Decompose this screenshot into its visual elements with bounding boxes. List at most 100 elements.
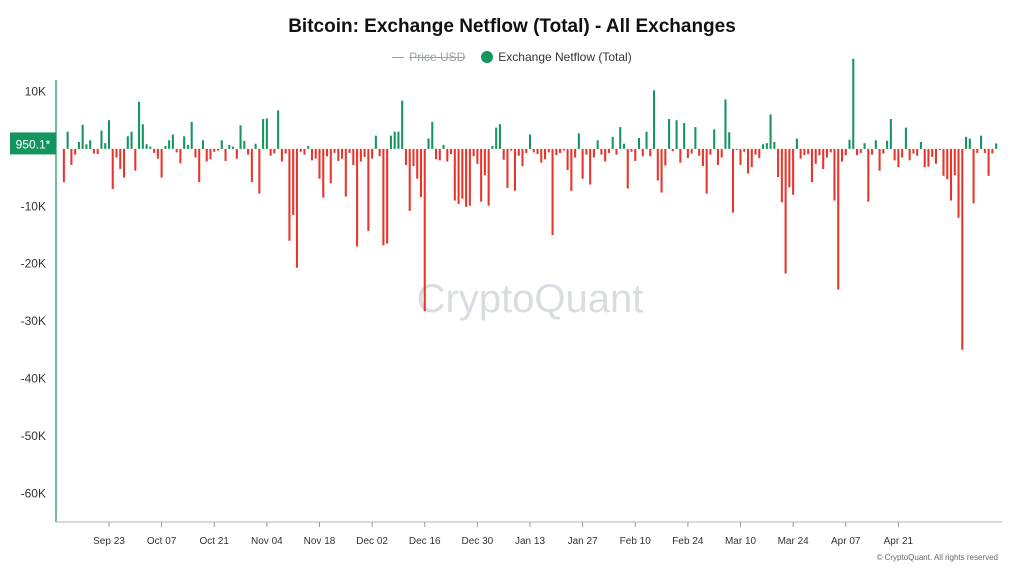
bar [216,148,220,151]
bar [942,148,945,176]
bar [179,148,182,164]
bar [450,148,453,155]
bar [536,148,539,155]
bar [446,148,449,162]
bar [303,148,306,155]
bar [472,148,475,157]
bar [322,148,325,198]
bar [310,148,314,161]
bar [664,148,667,166]
bar [649,148,652,157]
y-tick-label: -40K [21,371,46,385]
bar [995,143,998,149]
legend-item-price[interactable]: Price USD [392,50,465,64]
bar [810,148,813,183]
bar [149,146,152,149]
bar [807,148,810,155]
bar [931,148,934,157]
x-tick-label: Mar 24 [778,536,810,547]
bar [615,148,618,155]
bar [329,148,332,184]
bar [532,148,535,153]
bar [976,148,979,153]
bar [780,148,783,203]
bar [186,144,189,149]
x-tick-label: Dec 02 [356,536,388,547]
bar [130,131,133,149]
y-tick-label: -50K [21,429,46,443]
bar [190,121,193,149]
legend-item-netflow[interactable]: Exchange Netflow (Total) [481,50,632,64]
bar [299,148,302,152]
bar [232,146,235,149]
bar [461,148,464,199]
bar [408,148,411,211]
bar [863,143,866,149]
current-value-label: 950.1* [16,137,51,151]
bar [559,148,562,153]
line-marker-icon [392,56,405,58]
bar [934,148,938,164]
bar [423,148,426,312]
bar [871,148,874,155]
bar [735,148,738,151]
watermark: CryptoQuant [417,277,644,321]
bar [825,148,828,158]
bar [404,148,407,165]
bar [416,148,419,179]
bar [201,140,204,149]
bar [641,148,644,157]
bar [168,140,171,149]
bar [92,148,95,154]
x-tick-label: Feb 24 [672,536,704,547]
bar [626,148,629,189]
bar [889,119,892,149]
x-tick-label: Nov 04 [251,536,283,547]
bar [709,148,712,155]
bar [886,140,889,149]
bar [818,148,821,156]
bar [134,148,137,171]
bar [239,125,242,149]
bar [777,148,780,178]
bar [175,148,178,153]
bar [273,148,276,154]
bar [371,148,374,159]
bar [356,148,359,247]
bar [228,144,231,149]
bar [596,140,599,149]
bar [792,148,795,195]
bar [491,146,494,149]
bar [243,140,246,149]
bar [833,148,836,201]
x-tick-label: Apr 21 [884,536,914,547]
bar [265,118,268,149]
bar [577,133,580,149]
bar [397,131,400,149]
bar [198,148,201,183]
bar [352,148,355,165]
bar [829,148,832,153]
bar [442,144,445,149]
bar [419,148,423,198]
bar [987,148,990,176]
bar [840,148,844,162]
bar [495,127,498,149]
bar [341,148,344,159]
bar [923,148,926,168]
bar [784,148,787,274]
bar [258,148,261,194]
bar [904,127,907,149]
x-tick-label: Nov 18 [304,536,336,547]
bar [389,135,392,149]
bar [77,141,80,149]
bar [547,148,550,153]
bar [728,132,731,149]
bar [551,148,554,235]
bar [919,141,922,149]
bar [66,131,69,149]
bar [382,148,385,246]
legend: Price USD Exchange Netflow (Total) [0,50,1024,64]
bar [115,148,118,158]
bar [938,148,941,151]
